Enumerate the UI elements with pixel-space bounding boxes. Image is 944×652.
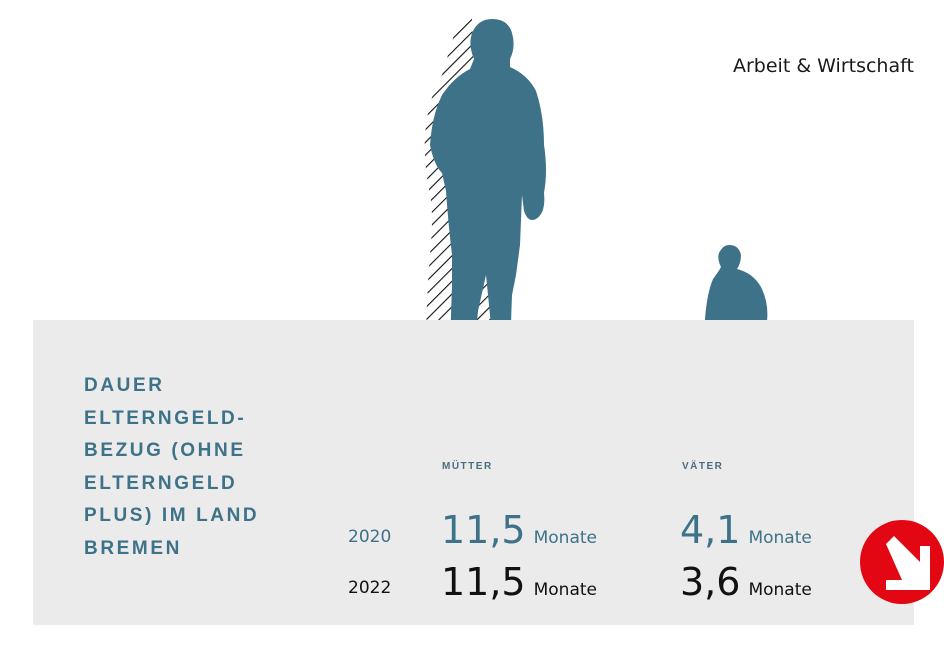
column-label-fathers: VÄTER bbox=[682, 461, 724, 472]
value-unit: Monate bbox=[748, 528, 812, 548]
infographic-title: DAUER ELTERNGELD- BEZUG (OHNE ELTERNGELD… bbox=[84, 370, 324, 565]
value-number: 11,5 bbox=[441, 508, 526, 552]
title-line: BEZUG (OHNE bbox=[84, 440, 246, 461]
title-line: ELTERNGELD bbox=[84, 472, 238, 494]
title-line: ELTERNGELD- bbox=[84, 407, 247, 429]
value-mothers-2020: 11,5 Monate bbox=[441, 508, 597, 552]
value-number: 3,6 bbox=[680, 560, 741, 604]
title-line: DAUER bbox=[84, 375, 165, 396]
value-number: 4,1 bbox=[680, 508, 741, 552]
title-line: BREMEN bbox=[84, 537, 182, 559]
value-number: 11,5 bbox=[441, 560, 526, 604]
value-unit: Monate bbox=[533, 528, 597, 548]
value-fathers-2022: 3,6 Monate bbox=[680, 560, 812, 604]
value-unit: Monate bbox=[748, 580, 812, 600]
info-panel bbox=[33, 320, 914, 625]
column-label-mothers: MÜTTER bbox=[442, 461, 493, 472]
value-fathers-2020: 4,1 Monate bbox=[680, 508, 812, 552]
value-mothers-2022: 11,5 Monate bbox=[441, 560, 597, 604]
year-label-2020: 2020 bbox=[348, 527, 392, 547]
value-unit: Monate bbox=[533, 580, 597, 600]
title-line: PLUS) IM LAND bbox=[84, 505, 260, 526]
year-label-2022: 2022 bbox=[348, 578, 392, 598]
arrow-down-right-icon bbox=[860, 520, 944, 604]
category-label: Arbeit & Wirtschaft bbox=[733, 55, 914, 77]
